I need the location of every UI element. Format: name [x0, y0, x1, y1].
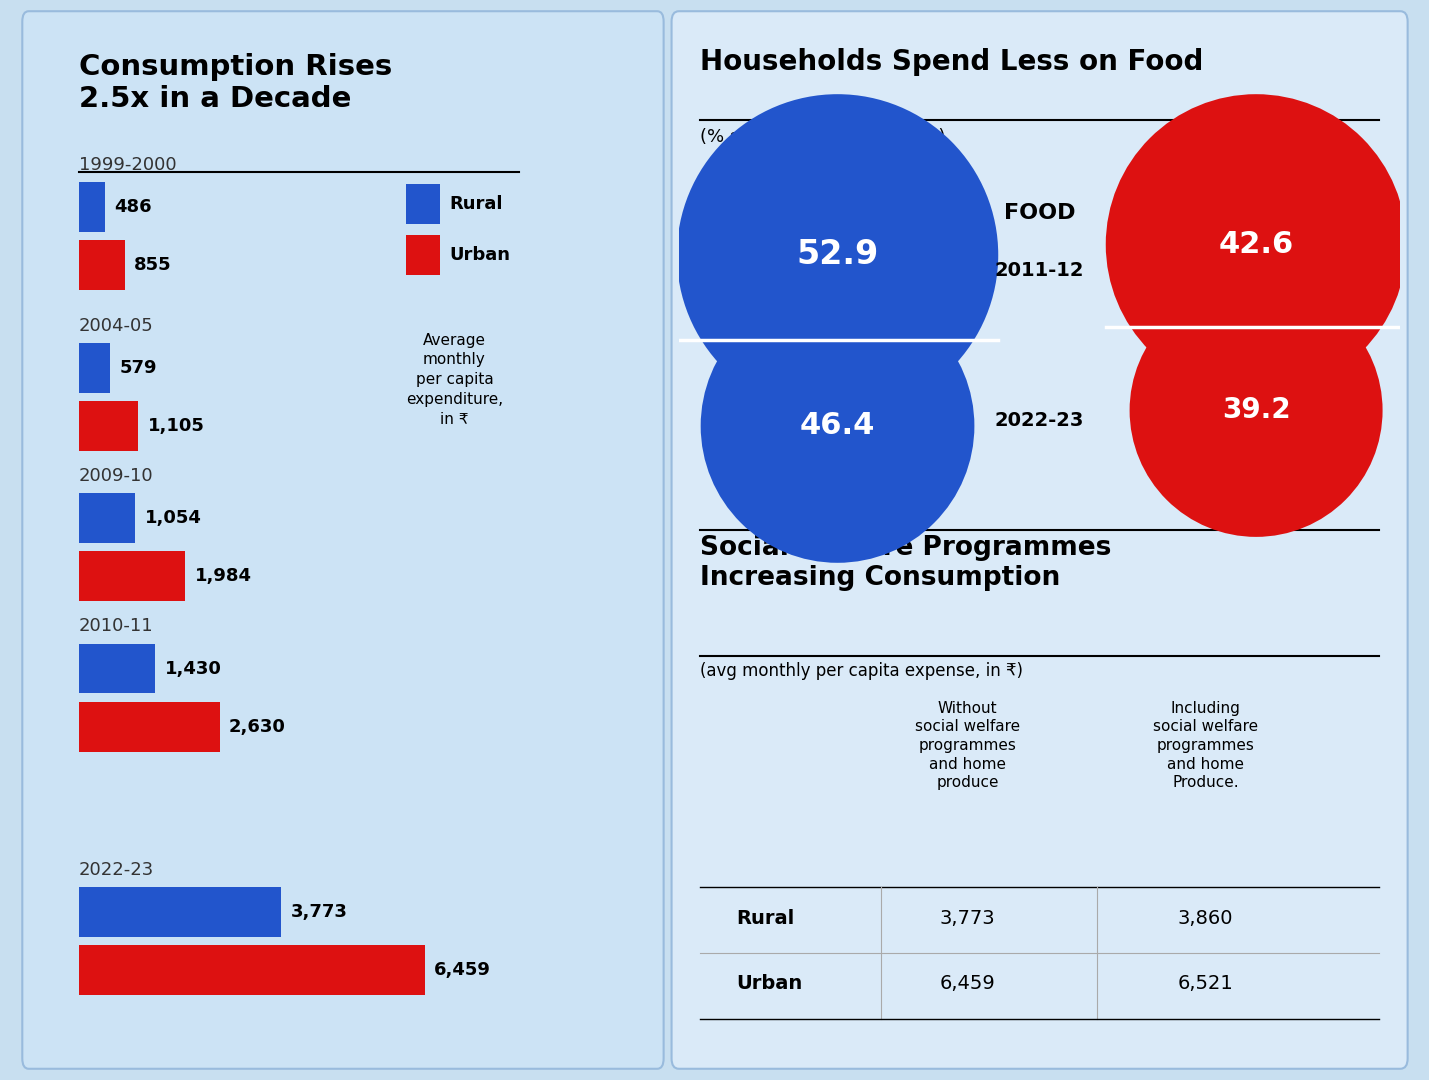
Text: 2022-23: 2022-23: [79, 861, 154, 879]
Text: 3,773: 3,773: [290, 903, 347, 921]
FancyBboxPatch shape: [79, 945, 424, 995]
Text: 855: 855: [134, 256, 171, 274]
FancyBboxPatch shape: [23, 11, 663, 1069]
Text: 1,054: 1,054: [144, 510, 201, 527]
FancyBboxPatch shape: [79, 494, 136, 543]
FancyBboxPatch shape: [79, 644, 156, 693]
Text: 2022-23: 2022-23: [995, 411, 1085, 430]
Text: 42.6: 42.6: [1219, 230, 1293, 259]
FancyBboxPatch shape: [672, 11, 1408, 1069]
Ellipse shape: [1106, 94, 1406, 395]
FancyBboxPatch shape: [79, 401, 139, 450]
Text: 39.2: 39.2: [1222, 396, 1290, 424]
Ellipse shape: [700, 289, 975, 563]
Text: Including
social welfare
programmes
and home
Produce.: Including social welfare programmes and …: [1153, 701, 1258, 791]
FancyBboxPatch shape: [406, 185, 440, 224]
Text: 3,773: 3,773: [940, 909, 995, 928]
Text: 1,105: 1,105: [147, 417, 204, 435]
FancyBboxPatch shape: [406, 235, 440, 274]
Text: 1,984: 1,984: [194, 567, 252, 585]
Text: 52.9: 52.9: [796, 239, 879, 271]
Text: FOOD: FOOD: [1003, 203, 1076, 224]
Text: Urban: Urban: [450, 246, 510, 264]
FancyBboxPatch shape: [79, 241, 124, 291]
Text: 46.4: 46.4: [800, 411, 875, 441]
Text: 3,860: 3,860: [1177, 909, 1233, 928]
Text: 2,630: 2,630: [229, 717, 286, 735]
Text: 2011-12: 2011-12: [995, 261, 1085, 280]
Text: Urban: Urban: [736, 974, 803, 994]
FancyBboxPatch shape: [79, 183, 104, 232]
FancyBboxPatch shape: [79, 702, 220, 752]
Text: 1999-2000: 1999-2000: [79, 156, 177, 174]
Text: Without
social welfare
programmes
and home
produce: Without social welfare programmes and ho…: [915, 701, 1020, 791]
Text: 6,459: 6,459: [939, 974, 996, 994]
Text: Average
monthly
per capita
expenditure,
in ₹: Average monthly per capita expenditure, …: [406, 333, 503, 427]
Text: 2010-11: 2010-11: [79, 618, 153, 635]
FancyBboxPatch shape: [79, 552, 186, 602]
Text: Consumption Rises
2.5x in a Decade: Consumption Rises 2.5x in a Decade: [79, 53, 392, 113]
Text: 6,521: 6,521: [1177, 974, 1233, 994]
Text: Rural: Rural: [736, 909, 795, 928]
Text: Rural: Rural: [450, 195, 503, 213]
FancyBboxPatch shape: [79, 888, 282, 937]
Text: 2009-10: 2009-10: [79, 467, 153, 485]
Ellipse shape: [1129, 284, 1383, 537]
Text: (avg monthly per capita expense, in ₹): (avg monthly per capita expense, in ₹): [700, 662, 1023, 680]
Text: (% share of total spending): (% share of total spending): [700, 129, 946, 147]
Text: 6,459: 6,459: [434, 961, 492, 980]
Ellipse shape: [677, 94, 999, 416]
Text: 1,430: 1,430: [164, 660, 221, 677]
Text: Social Welfare Programmes
Increasing Consumption: Social Welfare Programmes Increasing Con…: [700, 535, 1112, 591]
Text: 2004-05: 2004-05: [79, 316, 154, 335]
Text: 486: 486: [114, 199, 151, 216]
FancyBboxPatch shape: [79, 343, 110, 393]
Text: 579: 579: [119, 359, 157, 377]
Text: Households Spend Less on Food: Households Spend Less on Food: [700, 48, 1203, 76]
